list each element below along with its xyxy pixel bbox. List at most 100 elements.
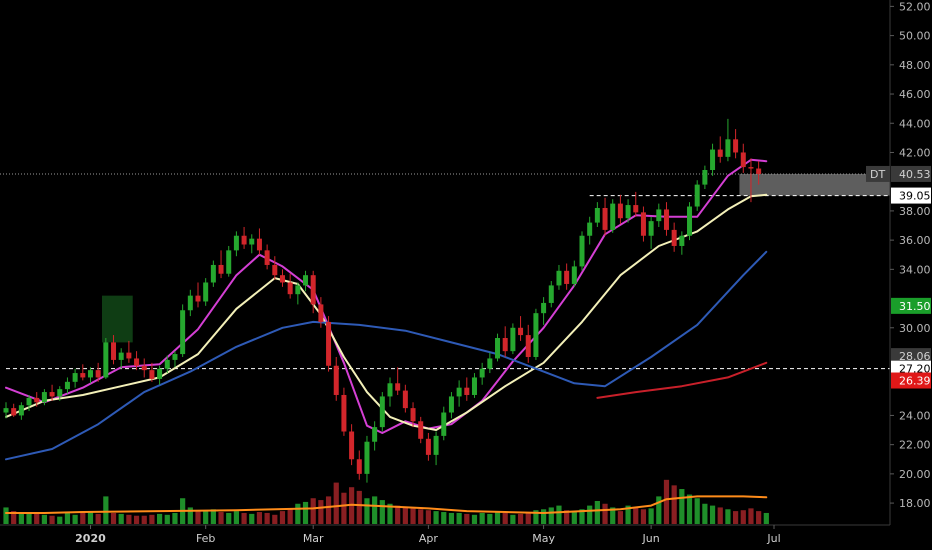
candle-body-70: [541, 302, 547, 314]
volume-bar-18: [141, 515, 147, 524]
candle-body-27: [210, 264, 216, 283]
candle-body-58: [448, 396, 454, 413]
volume-bar-93: [717, 507, 723, 524]
volume-bar-12: [95, 513, 101, 524]
volume-bar-31: [241, 512, 247, 524]
candle-43: [333, 356, 339, 401]
candle-9: [72, 368, 78, 388]
volume-bar-60: [464, 513, 470, 524]
candle-body-57: [441, 412, 447, 436]
volume-bar-66: [510, 514, 516, 524]
x-tick-label: Feb: [196, 532, 215, 545]
volume-bar-21: [164, 514, 170, 524]
candle-body-13: [103, 342, 109, 378]
candle-91: [702, 165, 708, 189]
candle-body-1: [11, 408, 17, 416]
price-badge-bg: [891, 348, 931, 365]
volume-bar-32: [249, 513, 255, 524]
volume-bar-81: [625, 505, 631, 524]
price-range-band: [739, 173, 890, 196]
volume-bar-7: [57, 516, 63, 524]
candle-body-81: [625, 205, 631, 219]
x-tick-label: Apr: [419, 532, 439, 545]
price-badge-value: 31.50: [899, 300, 931, 313]
candle-body-18: [141, 365, 147, 371]
candle-body-65: [502, 338, 508, 352]
candle-body-26: [203, 282, 209, 302]
candle-body-23: [180, 310, 186, 355]
candle-body-49: [379, 396, 385, 428]
candle-55: [425, 432, 431, 461]
candle-body-79: [610, 203, 616, 230]
candle-body-8: [64, 381, 70, 390]
candle-body-82: [633, 205, 639, 213]
candle-body-7: [57, 389, 63, 397]
candle-49: [379, 392, 385, 432]
volume-bar-37: [287, 509, 293, 524]
volume-bar-92: [709, 505, 716, 524]
volume-bar-13: [103, 496, 109, 524]
y-tick-label: 42.00: [899, 146, 931, 159]
candle-65: [502, 326, 508, 357]
candle-body-91: [702, 170, 708, 185]
volume-bar-15: [118, 513, 124, 524]
price-badge-value: 26.39: [899, 375, 931, 388]
candle-35: [272, 256, 278, 280]
volume-bar-26: [203, 510, 209, 524]
time-axis: 2020 Feb Mar Apr May Jun Jul: [75, 525, 781, 545]
candle-12: [95, 362, 101, 382]
candle-body-61: [471, 377, 477, 395]
candle-body-21: [164, 359, 170, 369]
candle-3: [26, 394, 32, 412]
candle-27: [210, 260, 216, 287]
candle-body-88: [679, 235, 685, 246]
candle-body-17: [134, 358, 140, 366]
candle-body-15: [118, 352, 124, 360]
candle-14: [111, 335, 117, 365]
y-tick-label: 46.00: [899, 88, 931, 101]
candle-76: [587, 216, 593, 245]
candle-body-36: [279, 275, 285, 283]
volume-bar-42: [325, 496, 332, 524]
candle-51: [395, 367, 401, 395]
candle-39: [303, 270, 309, 292]
volume-bar-30: [233, 511, 239, 524]
candle-body-43: [333, 365, 339, 395]
y-tick-label: 20.00: [899, 468, 931, 481]
candle-11: [87, 367, 93, 384]
candle-16: [126, 340, 132, 363]
candle-body-46: [356, 459, 362, 474]
candle-8: [64, 377, 70, 394]
candle-62: [479, 362, 485, 385]
candle-body-55: [425, 438, 431, 455]
candle-21: [164, 355, 170, 374]
candle-85: [656, 203, 662, 227]
candle-81: [625, 199, 631, 223]
candle-body-42: [326, 321, 332, 366]
x-tick-label: May: [532, 532, 555, 545]
y-tick-label: 34.00: [899, 263, 931, 276]
volume-bar-98: [756, 511, 762, 524]
candle-29: [226, 245, 232, 277]
volume-bar-76: [587, 505, 593, 524]
candle-18: [141, 358, 147, 378]
volume-bar-85: [656, 496, 662, 524]
candle-body-25: [195, 295, 201, 302]
candle-53: [410, 402, 416, 428]
candle-body-29: [226, 250, 232, 274]
candle-17: [134, 351, 140, 371]
candle-19: [149, 362, 155, 382]
price-badge-3: 28.06: [891, 348, 931, 365]
candle-45: [349, 424, 355, 466]
candle-body-45: [349, 431, 355, 460]
candle-body-2: [18, 405, 24, 416]
candle-body-84: [648, 221, 654, 236]
candle-24: [187, 289, 193, 317]
candle-30: [233, 231, 239, 257]
moving-average-line-3: [596, 361, 768, 399]
candle-body-56: [433, 435, 439, 455]
candle-57: [441, 406, 447, 441]
volume-bar-79: [610, 507, 616, 524]
